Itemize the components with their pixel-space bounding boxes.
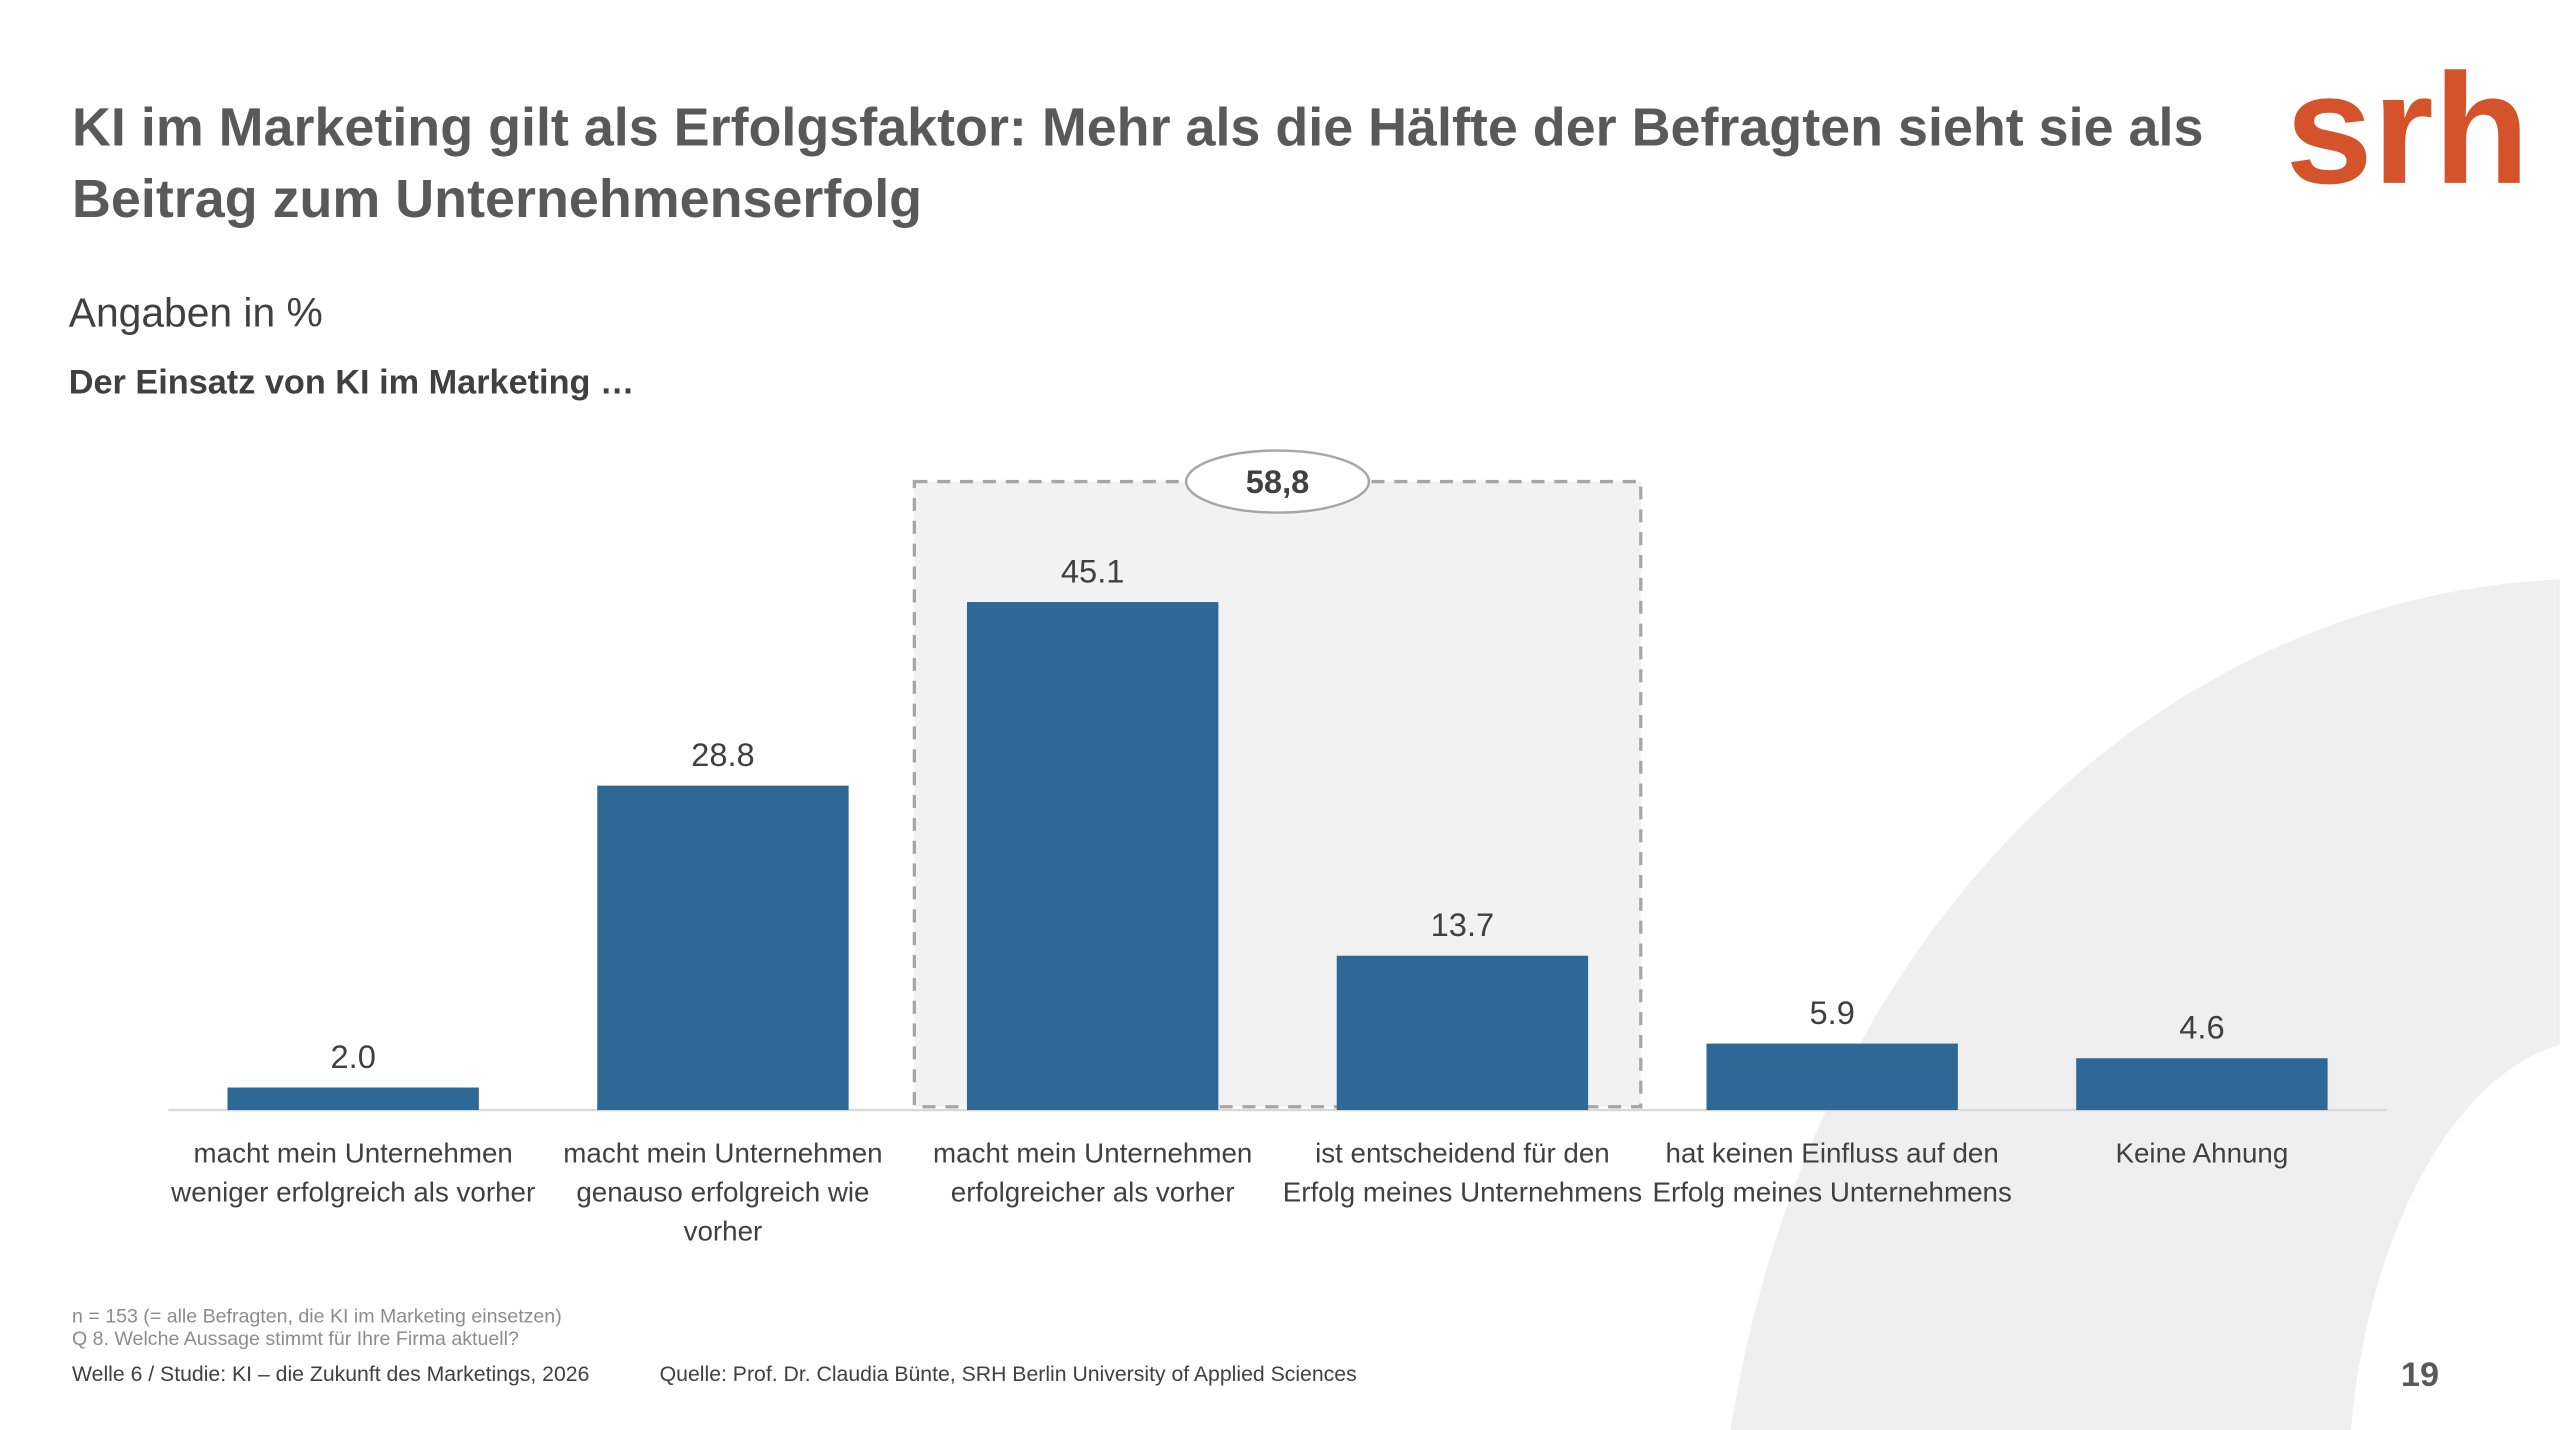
x-tick-label: ist entscheidend für den Erfolg meines U…: [1282, 1137, 1643, 1208]
title: KI im Marketing gilt als Erfolgsfaktor: …: [72, 96, 2204, 229]
value-label: 4.6: [2179, 1009, 2224, 1046]
question: Der Einsatz von KI im Marketing …: [69, 363, 635, 401]
category-box: ist entscheidend für den Erfolg meines U…: [1282, 1137, 1643, 1208]
value-label: 13.7: [1431, 906, 1495, 943]
footnote: n = 153 (= alle Befragten, die KI im Mar…: [72, 1305, 562, 1327]
category-box: macht mein Unternehmen erfolgreicher als…: [933, 1137, 1253, 1208]
source: Quelle: Prof. Dr. Claudia Bünte, SRH Ber…: [660, 1363, 1357, 1386]
category-box: hat keinen Einfluss auf den Erfolg meine…: [1652, 1137, 2012, 1208]
logo: srh: [2286, 42, 2530, 217]
bar: [1706, 1043, 1958, 1111]
value-label: 5.9: [1809, 994, 1854, 1031]
bar: [2076, 1058, 2328, 1111]
study: Welle 6 / Studie: KI – die Zukunft des M…: [72, 1363, 589, 1386]
bracket-label: 58,8: [1246, 463, 1310, 500]
bar: [1336, 955, 1589, 1111]
category-box: Keine Ahnung: [2115, 1137, 2289, 1169]
bar: [966, 602, 1219, 1111]
value-label: 45.1: [1061, 552, 1125, 589]
value-label: 2.0: [331, 1038, 376, 1075]
x-tick-label: macht mein Unternehmen erfolgreicher als…: [933, 1137, 1253, 1208]
bar: [227, 1087, 479, 1111]
x-tick-label: macht mein Unternehmen weniger erfolgrei…: [171, 1137, 536, 1208]
x-tick-label: macht mein Unternehmen genauso erfolgrei…: [563, 1137, 883, 1248]
plot: 58,8 2.0 macht mein Unternehmen weniger er…: [168, 449, 2387, 1248]
category-box: macht mein Unternehmen weniger erfolgrei…: [171, 1137, 536, 1208]
x-tick-label: hat keinen Einfluss auf den Erfolg meine…: [1652, 1137, 2012, 1208]
title-box: KI im Marketing gilt als Erfolgsfaktor: …: [72, 96, 2204, 229]
value-label: 28.8: [691, 736, 755, 773]
category-box: macht mein Unternehmen genauso erfolgrei…: [563, 1137, 883, 1248]
page-number: 19: [2401, 1356, 2439, 1394]
x-tick-label: Keine Ahnung: [2115, 1137, 2289, 1169]
footnote: Q 8. Welche Aussage stimmt für Ihre Firm…: [72, 1328, 519, 1350]
bar: [597, 785, 849, 1111]
bracket-ellipse: [1184, 449, 1371, 514]
subtitle: Angaben in %: [69, 289, 323, 335]
background-arc: [1730, 579, 2560, 1430]
